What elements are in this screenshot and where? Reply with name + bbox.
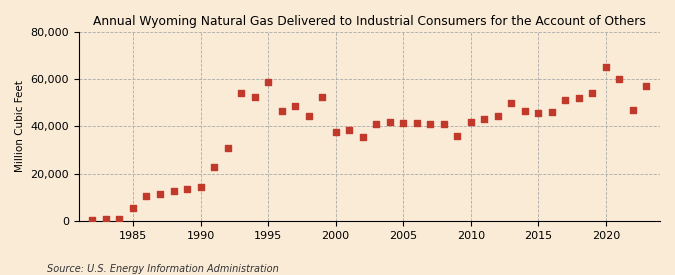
- Point: [141, 194, 152, 198]
- Point: [465, 120, 476, 124]
- Point: [547, 110, 558, 114]
- Point: [114, 216, 125, 221]
- Point: [357, 135, 368, 139]
- Point: [628, 108, 639, 112]
- Point: [249, 95, 260, 99]
- Point: [303, 114, 314, 118]
- Point: [520, 109, 531, 113]
- Y-axis label: Million Cubic Feet: Million Cubic Feet: [15, 81, 25, 172]
- Point: [155, 192, 165, 196]
- Point: [452, 134, 462, 138]
- Point: [276, 109, 287, 113]
- Point: [209, 164, 219, 169]
- Point: [641, 84, 652, 89]
- Point: [344, 128, 354, 132]
- Point: [222, 145, 233, 150]
- Point: [87, 218, 98, 222]
- Point: [438, 122, 449, 126]
- Point: [493, 114, 504, 118]
- Point: [263, 79, 273, 84]
- Point: [182, 187, 192, 191]
- Point: [506, 101, 517, 105]
- Point: [398, 121, 408, 125]
- Point: [384, 120, 395, 124]
- Point: [533, 111, 544, 116]
- Title: Annual Wyoming Natural Gas Delivered to Industrial Consumers for the Account of : Annual Wyoming Natural Gas Delivered to …: [93, 15, 646, 28]
- Point: [560, 98, 571, 103]
- Point: [168, 189, 179, 194]
- Point: [479, 117, 490, 122]
- Point: [101, 217, 111, 222]
- Point: [614, 77, 625, 81]
- Point: [195, 185, 206, 189]
- Point: [371, 122, 381, 126]
- Point: [574, 96, 585, 100]
- Point: [330, 130, 341, 134]
- Point: [236, 91, 246, 96]
- Point: [601, 65, 612, 70]
- Point: [317, 95, 327, 99]
- Point: [587, 91, 598, 96]
- Point: [128, 206, 138, 210]
- Point: [411, 121, 422, 125]
- Text: Source: U.S. Energy Information Administration: Source: U.S. Energy Information Administ…: [47, 264, 279, 274]
- Point: [290, 104, 300, 109]
- Point: [425, 122, 435, 126]
